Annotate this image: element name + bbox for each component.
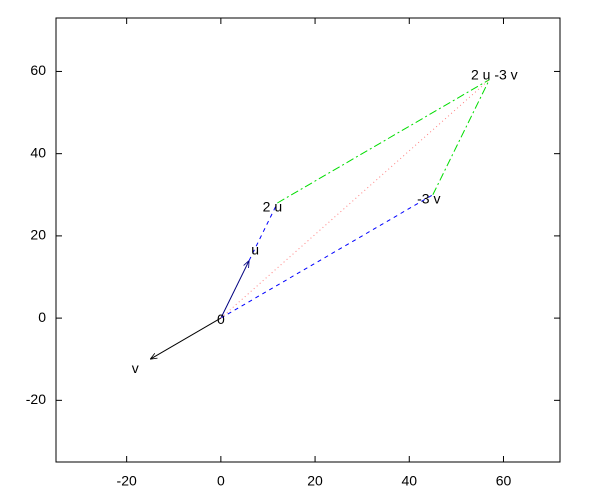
point-label: 2 u — [263, 199, 282, 215]
vector-segment — [277, 79, 490, 204]
y-tick-label: 40 — [30, 144, 46, 160]
x-tick-label: 0 — [217, 473, 225, 489]
point-label: v — [132, 360, 139, 376]
y-tick-label: 0 — [38, 309, 46, 325]
x-tick-label: -20 — [117, 473, 137, 489]
vector-segment — [220, 194, 434, 319]
x-tick-label: 40 — [401, 473, 417, 489]
vector-segment — [150, 317, 222, 359]
y-tick-label: -20 — [26, 391, 46, 407]
vector-segment — [248, 202, 278, 261]
point-label: 2 u -3 v — [471, 66, 518, 82]
y-tick-label: 20 — [30, 227, 46, 243]
y-tick-label: 60 — [30, 62, 46, 78]
x-tick-label: 20 — [307, 473, 323, 489]
vector-segment — [220, 261, 249, 319]
point-label: 0 — [217, 311, 225, 327]
vector-segment — [432, 79, 490, 195]
plot-frame — [55, 17, 561, 463]
vector-segment — [220, 79, 490, 319]
point-label: -3 v — [417, 190, 440, 206]
point-label: u — [251, 241, 259, 257]
x-tick-label: 60 — [496, 473, 512, 489]
